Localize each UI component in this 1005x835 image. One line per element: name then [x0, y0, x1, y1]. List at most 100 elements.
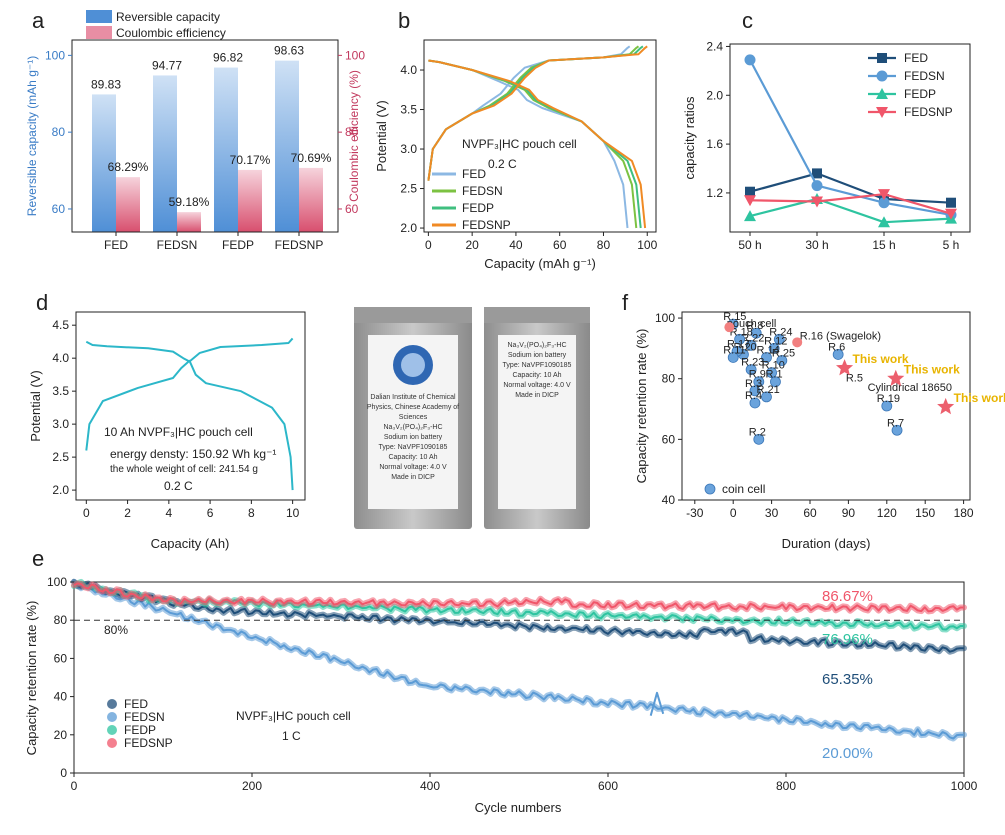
point-R.8 — [750, 327, 762, 339]
pouch-label-text: Sciences — [399, 414, 428, 421]
point-label-R.21: R.21 — [756, 384, 779, 396]
x-tick-label: 2 — [124, 506, 131, 520]
panel-label-e: e — [32, 546, 44, 571]
capacity-bar-FEDSN — [153, 75, 177, 232]
legend-marker-FEDSNP — [876, 107, 888, 118]
panel-b: b 0 20 40 60 80 100 2.0 2.5 3.0 3.5 4.0 Capacity (mA… — [374, 8, 658, 271]
point-FEDP-15 h — [878, 216, 890, 228]
y-tick-label: 80 — [54, 613, 68, 627]
y2-tick-label: 80 — [345, 125, 359, 139]
panel-label-f: f — [622, 290, 629, 315]
series-line-FEDP — [749, 197, 952, 224]
x-tick-label: 180 — [954, 506, 974, 520]
annotation-label: R.5 — [846, 373, 863, 385]
point-FEDSN-30 h — [811, 180, 823, 192]
x-tick-label: 30 h — [805, 238, 828, 252]
legend-label-FEDSNP: FEDSNP — [904, 105, 953, 119]
x-tick-label: 60 — [803, 506, 817, 520]
x-axis-label: Capacity (Ah) — [151, 536, 230, 551]
x-tick-label: 60 — [553, 238, 567, 252]
point-FEDP-50 h — [744, 210, 756, 222]
capacity-value-label: 94.77 — [152, 58, 182, 72]
cycling-curve-FED — [73, 581, 964, 653]
point-label-R.8: R.8 — [746, 320, 763, 332]
y-tick-label: 40 — [54, 690, 68, 704]
y-tick-label: 2.0 — [400, 221, 417, 235]
point-FEDSNP-15 h — [878, 189, 890, 201]
point-label-R.14: R.14 — [756, 344, 779, 356]
cell-annotation: NVPF₃|HC pouch cell — [236, 709, 351, 723]
capacity-bar-FEDP — [214, 67, 238, 232]
x-tick-label: FEDSNP — [275, 238, 324, 252]
y-tick-label: 1.6 — [706, 137, 723, 151]
y-tick-label: 2.0 — [52, 483, 69, 497]
point-FED-50 h — [745, 186, 755, 197]
x-tick-label: 6 — [207, 506, 214, 520]
pouch-label-text: Made in DICP — [515, 392, 559, 399]
point-label-R.11: R.11 — [723, 344, 745, 356]
plot-frame-d — [75, 311, 306, 501]
x-tick-label: 30 — [765, 506, 779, 520]
point-FED-5 h — [946, 197, 956, 208]
x-tick-label: 0 — [83, 506, 90, 520]
y-tick-label: 100 — [45, 48, 65, 62]
point-label-R.1: R.1 — [765, 369, 782, 381]
this-work-star-3 — [937, 397, 955, 415]
y-tick-label: 2.4 — [706, 39, 723, 53]
legend-label-FEDSN: FEDSN — [904, 69, 945, 83]
cycling-curve-FEDSNP — [73, 582, 964, 613]
legend-label-FED: FED — [462, 167, 486, 181]
series-line-FED — [749, 172, 952, 204]
legend-marker-FED — [107, 699, 117, 709]
y-axis-label: Potential (V) — [374, 100, 389, 172]
efficiency-bar-FEDSN — [177, 212, 201, 232]
point-label-R.22: R.22 — [741, 332, 764, 344]
y-tick-label: 3.5 — [52, 384, 69, 398]
point-label-R.24: R.24 — [769, 326, 792, 338]
y-tick-label: 40 — [662, 493, 676, 507]
x-tick-label: 150 — [915, 506, 935, 520]
discharge-curve-10Ah — [85, 359, 294, 491]
legend-marker-FEDP — [107, 725, 117, 735]
x-tick-label: FEDP — [222, 238, 254, 252]
point-label-R.18: R.18 — [730, 326, 753, 338]
efficiency-bar-FEDSNP — [299, 167, 323, 232]
y-tick-label: 1.2 — [706, 186, 723, 200]
point-R.4 — [749, 397, 761, 409]
point-FEDSNP-50 h — [744, 195, 756, 207]
point-R.24 — [773, 333, 785, 345]
point-R.22 — [745, 339, 757, 351]
x-tick-label: 100 — [637, 238, 657, 252]
point-R.25 — [776, 355, 788, 366]
legend-label-coin-cell: coin cell — [722, 482, 765, 496]
y-axis-label: Capacity retention rate (%) — [634, 329, 649, 484]
reference-line-label: 80% — [104, 623, 128, 637]
point-label-R.6: R.6 — [828, 341, 845, 353]
panel-c: c 50 h 30 h 15 h 5 h 1.2 1.6 2.0 2.4 capacity rat… — [682, 8, 971, 252]
y-tick-label: 4.0 — [400, 63, 417, 77]
x-tick-label: 80 — [597, 238, 611, 252]
legend-marker-FEDSN — [107, 712, 117, 722]
point-R.7 — [891, 424, 903, 436]
annotation-weight: the whole weight of cell: 241.54 g — [110, 464, 258, 475]
point-R.6 — [832, 349, 844, 360]
x-tick-label: 0 — [730, 506, 737, 520]
legend-label-FEDSNP: FEDSNP — [124, 736, 173, 750]
annotation-energy-density: energy densty: 150.92 Wh kg⁻¹ — [110, 447, 276, 461]
capacity-value-label: 98.63 — [274, 44, 304, 58]
y-tick-label: 3.5 — [400, 103, 417, 117]
y-tick-label: 2.0 — [706, 88, 723, 102]
charge-curve-10Ah — [85, 337, 294, 363]
legend-marker-FEDP — [876, 88, 888, 99]
annotation-label: Cylindrical 18650 — [868, 382, 952, 394]
y-axis-label: Potential (V) — [28, 370, 43, 442]
legend-marker-FEDSN — [876, 70, 888, 82]
x-tick-label: FED — [104, 238, 128, 252]
final-value-FEDP: 76.96% — [822, 631, 873, 648]
capacity-value-label: 96.82 — [213, 51, 243, 65]
y-tick-label: 20 — [54, 728, 68, 742]
legend-label-FEDP: FEDP — [904, 87, 936, 101]
point-R.14 — [761, 352, 772, 363]
pouch-label-text: Capacity: 10 Ah — [512, 372, 561, 379]
